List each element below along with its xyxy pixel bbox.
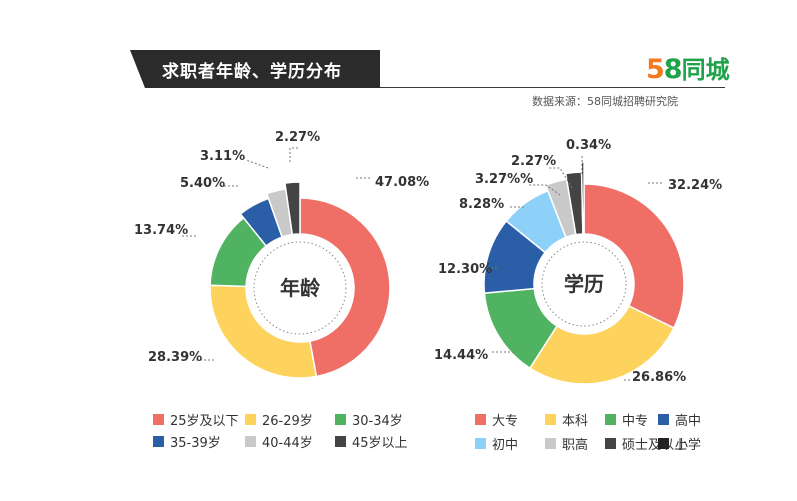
value-label: 32.24% — [668, 178, 722, 193]
legend-item: 小学 — [658, 434, 701, 453]
brand-logo-text: 同城 — [681, 56, 730, 84]
leader-line — [528, 184, 561, 196]
center-label: 学历 — [564, 272, 604, 296]
legend-swatch — [245, 436, 256, 447]
header-divider — [380, 87, 725, 88]
leader-line — [289, 147, 300, 162]
value-label: 3.11% — [200, 149, 245, 164]
value-label: 8.28% — [459, 197, 504, 212]
value-label: 3.27%% — [475, 172, 533, 187]
value-label: 26.86% — [632, 370, 686, 385]
value-label: 12.30% — [438, 262, 492, 277]
legend-swatch — [658, 414, 669, 425]
donut-dotted-ring — [541, 241, 627, 327]
legend-item: 初中 — [475, 434, 518, 453]
legend-swatch — [475, 414, 486, 425]
legend-swatch — [475, 438, 486, 449]
legend-item: 高中 — [658, 410, 701, 429]
brand-logo-number: 58 — [646, 54, 683, 85]
legend-swatch — [153, 414, 164, 425]
legend-swatch — [605, 414, 616, 425]
legend-label: 职高 — [562, 438, 589, 453]
legend-label: 26-29岁 — [262, 414, 313, 429]
donut-hole — [246, 234, 354, 342]
legend-item: 中专 — [605, 410, 648, 429]
legend-item: 45岁以上 — [335, 432, 408, 451]
brand-logo-digit-8: 8 — [663, 54, 683, 85]
legend-item: 35-39岁 — [153, 432, 221, 451]
legend-swatch — [245, 414, 256, 425]
legend-label: 30-34岁 — [352, 414, 403, 429]
brand-logo: 58同城 — [646, 50, 730, 85]
legend-label: 本科 — [562, 414, 589, 429]
legend-label: 45岁以上 — [352, 436, 408, 451]
legend-label: 40-44岁 — [262, 436, 313, 451]
legend-item: 26-29岁 — [245, 410, 313, 429]
title-bar: 求职者年龄、学历分布 — [0, 50, 380, 88]
value-label: 2.27% — [275, 130, 320, 145]
legend-item: 40-44岁 — [245, 432, 313, 451]
value-label: 2.27% — [511, 154, 556, 169]
value-label: 14.44% — [434, 348, 488, 363]
data-source: 数据来源：58同城招聘研究院 — [532, 95, 678, 108]
legend-swatch — [545, 414, 556, 425]
value-label: 13.74% — [134, 223, 188, 238]
legend-label: 25岁及以下 — [170, 414, 239, 429]
legend-label: 高中 — [675, 414, 702, 429]
legend-item: 大专 — [475, 410, 518, 429]
legend-label: 硕士及以上 — [622, 438, 688, 453]
center-label: 年龄 — [280, 276, 321, 300]
value-label: 47.08% — [375, 175, 429, 190]
legend-item: 本科 — [545, 410, 588, 429]
value-label: 28.39% — [148, 350, 202, 365]
legend-label: 大专 — [492, 414, 519, 429]
value-label: 0.34% — [566, 138, 611, 153]
legend-item: 职高 — [545, 434, 588, 453]
legend-swatch — [153, 436, 164, 447]
leader-line — [245, 159, 269, 169]
legend-swatch — [605, 438, 616, 449]
legend-item: 30-34岁 — [335, 410, 403, 429]
legend-label: 小学 — [675, 438, 702, 453]
title-bar-shape — [130, 50, 380, 88]
value-label: 5.40% — [180, 176, 225, 191]
legend-label: 初中 — [492, 438, 519, 453]
brand-logo-digit-5: 5 — [646, 54, 665, 85]
legend-label: 35-39岁 — [170, 436, 221, 451]
legend-swatch — [335, 414, 346, 425]
legend-swatch — [335, 436, 346, 447]
legend-swatch — [658, 438, 669, 449]
donut-dotted-ring — [253, 241, 347, 335]
legend-label: 中专 — [622, 414, 649, 429]
donut-hole — [534, 234, 634, 334]
legend-swatch — [545, 438, 556, 449]
legend-item: 硕士及以上 — [605, 434, 687, 453]
page-title: 求职者年龄、学历分布 — [162, 62, 342, 82]
legend-item: 25岁及以下 — [153, 410, 239, 429]
